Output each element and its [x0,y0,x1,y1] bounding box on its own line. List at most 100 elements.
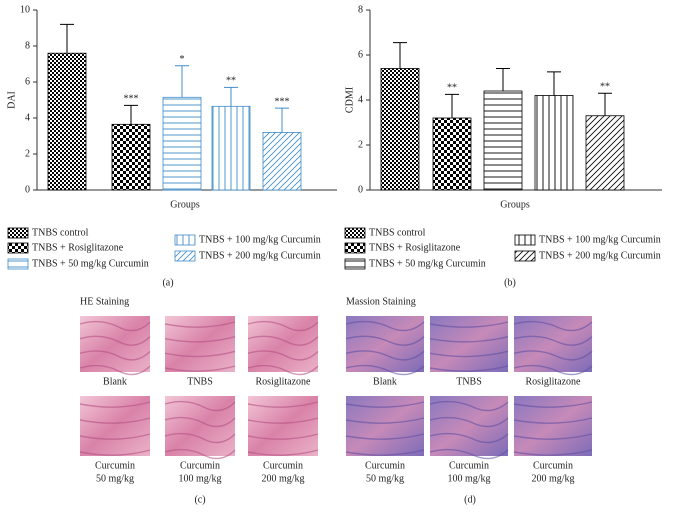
significance-label: ** [600,82,610,93]
y-axis-label: DAI [6,91,17,109]
tissue-texture [247,417,319,424]
significance-label: *** [124,94,139,105]
error-bar [224,86,238,107]
tissue-texture [164,365,236,372]
y-tick-label: 8 [25,40,30,51]
error-bar [175,65,189,98]
legend-label: TNBS + 50 mg/kg Curcumin [32,258,149,269]
tissue-texture [79,350,151,361]
tissue-texture [513,320,593,332]
error-bar [547,71,561,96]
bar [162,96,202,191]
tissue-texture [247,335,319,346]
panel-title: HE Staining [80,296,129,307]
legend-label: TNBS + Rosiglitazone [369,242,461,253]
significance-label: * [180,54,185,65]
micrograph-label: TNBS [456,376,482,387]
bar [262,131,302,191]
tissue-texture [164,335,236,343]
y-tick-label: 8 [358,4,363,15]
error-bar [393,42,407,69]
tissue-texture [164,416,236,428]
bar [534,95,574,191]
micrograph-label: 50 mg/kg [96,473,134,484]
tissue-texture [429,321,509,328]
tissue-texture [79,335,151,346]
legend-swatch [7,227,29,239]
micrograph-label: Rosiglitazone [526,376,582,387]
bar [483,90,523,191]
micrograph-label: 100 mg/kg [447,473,490,484]
error-bar [598,92,612,116]
tissue-texture [247,320,319,332]
tissue-texture [345,433,425,440]
bar [111,123,151,191]
y-tick-label: 2 [358,139,363,150]
tissue-texture [164,432,236,444]
y-tick-label: 6 [25,76,30,87]
bar [47,52,87,191]
legend-swatch [344,227,366,239]
tissue-texture [79,364,151,376]
bar [380,68,420,191]
legend-label: TNBS + 50 mg/kg Curcumin [369,258,486,269]
error-bar [496,68,510,91]
micrograph-label: Curcumin [533,460,573,471]
legend-label: TNBS control [32,227,89,238]
significance-label: *** [275,96,290,107]
tissue-texture [513,335,593,346]
legend-swatch [7,258,29,270]
legend-label: TNBS + 100 mg/kg Curcumin [539,234,661,245]
legend-label: TNBS + 200 mg/kg Curcumin [199,250,321,261]
y-tick-label: 0 [358,184,363,195]
tissue-texture [164,400,236,412]
tissue-texture [247,433,319,440]
tissue-texture [345,417,425,424]
micrograph-label: Curcumin [263,460,303,471]
tissue-texture [247,401,319,408]
micrograph-label: 200 mg/kg [261,473,304,484]
y-tick-label: 2 [25,148,30,159]
tissue-texture [79,417,151,424]
tissue-texture [247,364,319,376]
error-bar [124,104,138,125]
tissue-texture [345,364,425,376]
legend-label: TNBS + 100 mg/kg Curcumin [199,234,321,245]
legend-swatch [174,250,196,262]
tissue-texture [429,448,509,460]
tissue-texture [79,320,151,332]
tissue-texture [79,449,151,456]
panel-title: Massion Staining [346,296,416,307]
micrograph-label: Blank [103,376,127,387]
tissue-texture [247,449,319,456]
y-tick-label: 0 [25,184,30,195]
micrograph-label: 200 mg/kg [531,473,574,484]
tissue-texture [513,417,593,424]
tissue-texture [429,350,509,358]
panel-label: (a) [162,277,173,288]
tissue-texture [247,350,319,361]
tissue-texture [345,449,425,456]
error-bar [275,107,289,133]
tissue-texture [429,400,509,412]
tissue-texture [164,448,236,460]
legend-label: TNBS control [369,227,426,238]
tissue-texture [513,364,593,376]
tissue-texture [345,401,425,408]
micrograph-label: TNBS [187,376,213,387]
tissue-texture [513,401,593,408]
legend-swatch [7,242,29,254]
micrograph-label: Curcumin [449,460,489,471]
tissue-texture [79,433,151,440]
tissue-texture [164,321,236,328]
x-axis-label: Groups [500,199,530,210]
legend-swatch [174,234,196,246]
x-axis-label: Groups [170,199,200,210]
tissue-texture [79,401,151,408]
y-tick-label: 4 [358,94,363,105]
bar [211,105,251,191]
tissue-texture [513,350,593,361]
tissue-texture [164,350,236,358]
legend-swatch [514,234,536,246]
